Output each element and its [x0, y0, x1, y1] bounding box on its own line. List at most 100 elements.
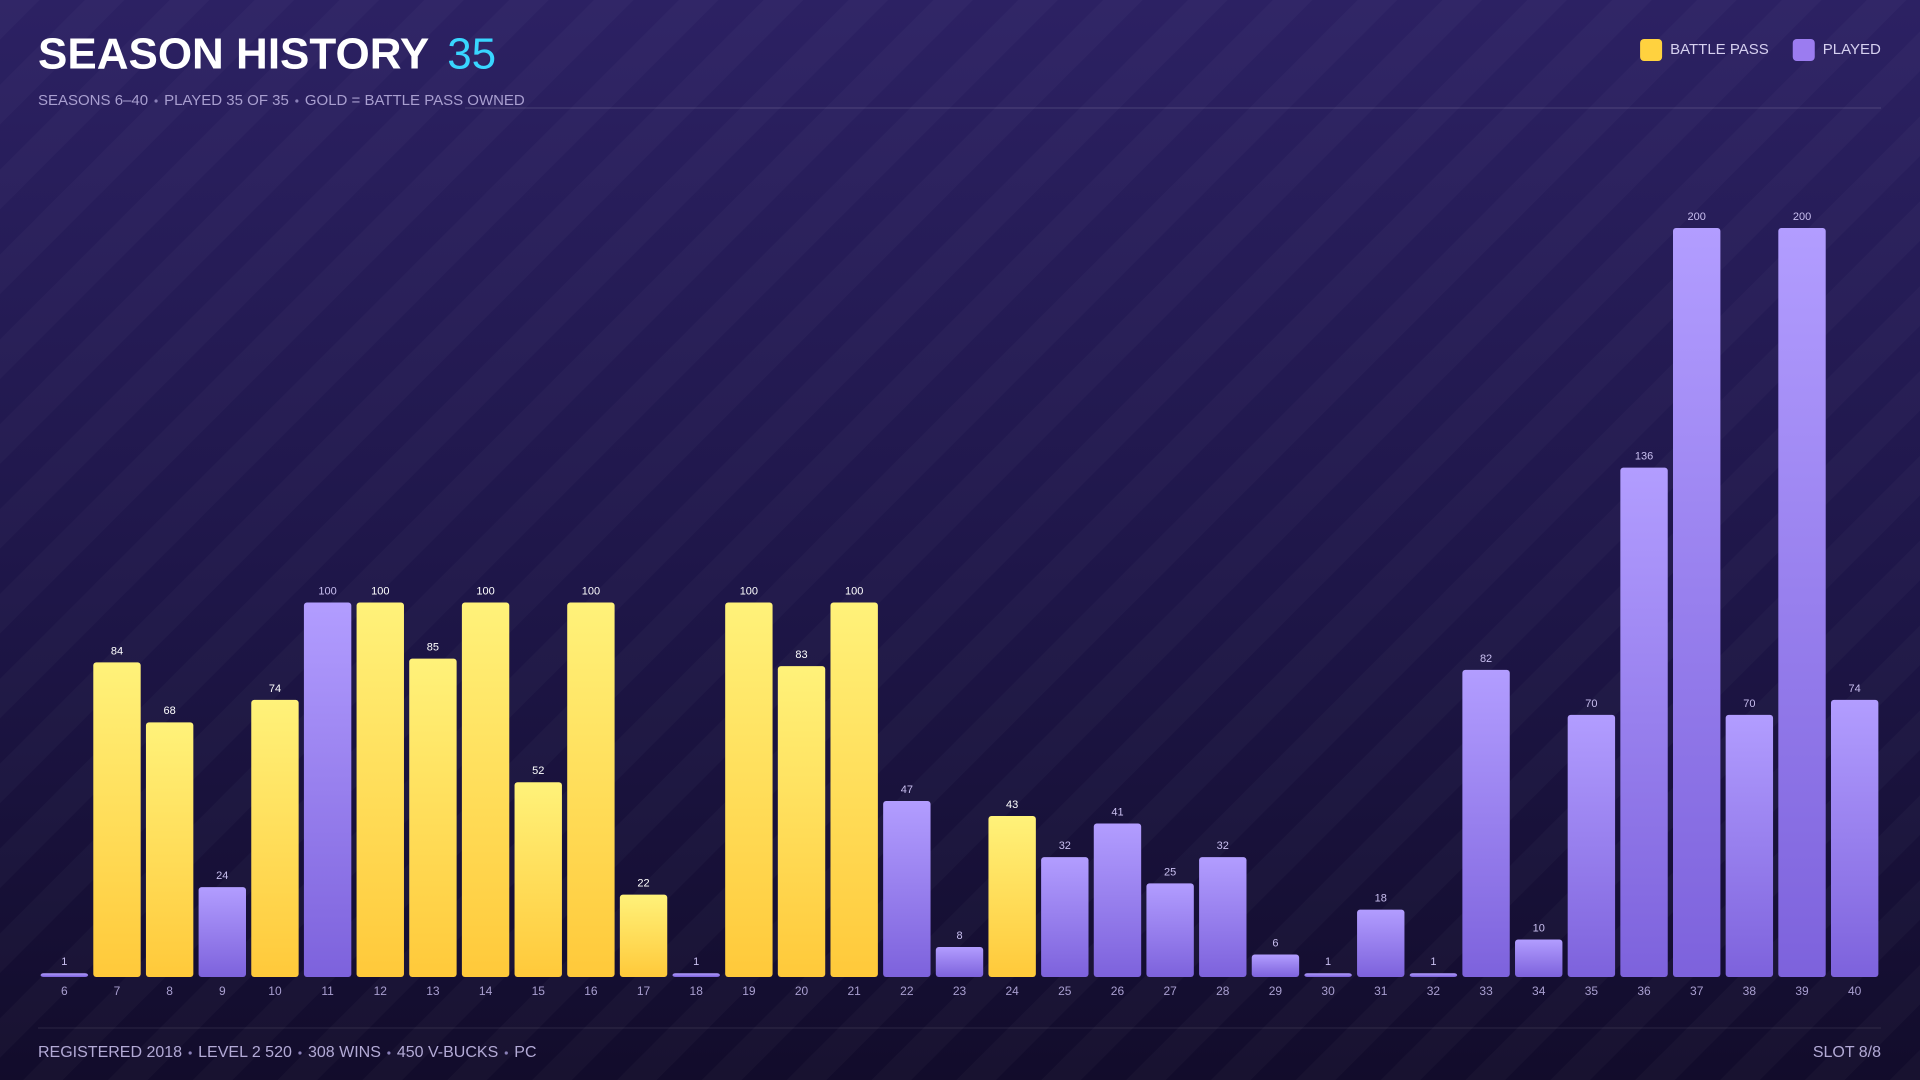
separator	[387, 1051, 391, 1055]
legend-swatch	[1640, 39, 1663, 61]
value-label: 24	[216, 870, 228, 882]
value-label: 32	[1059, 840, 1071, 852]
x-tick-label: 8	[166, 984, 173, 998]
footer-stat: PC	[514, 1044, 536, 1061]
separator	[504, 1051, 508, 1055]
legend-label: BATTLE PASS	[1670, 41, 1769, 58]
bar	[619, 894, 668, 977]
x-tick-label: 25	[1058, 984, 1072, 998]
x-tick-label: 15	[532, 984, 546, 998]
x-tick-label: 30	[1321, 984, 1335, 998]
value-label: 1	[1325, 956, 1331, 968]
bar	[461, 602, 510, 977]
x-tick-label: 36	[1637, 984, 1651, 998]
value-label: 52	[532, 765, 544, 777]
bar	[1251, 954, 1300, 977]
value-label: 8	[956, 930, 962, 942]
x-tick-label: 12	[374, 984, 388, 998]
footer-stat: REGISTERED 2018	[38, 1044, 182, 1061]
bar	[725, 602, 773, 977]
value-label: 84	[111, 645, 123, 657]
legend-swatch	[1792, 39, 1815, 61]
x-tick-label: 10	[268, 984, 282, 998]
bar	[1304, 973, 1352, 977]
x-tick-label: 21	[848, 984, 862, 998]
value-label: 32	[1217, 840, 1229, 852]
separator	[188, 1051, 192, 1055]
x-tick-label: 13	[426, 984, 440, 998]
value-label: 100	[476, 585, 494, 597]
bar	[1620, 467, 1668, 977]
value-label: 1	[61, 956, 67, 968]
x-tick-label: 23	[953, 984, 967, 998]
bar	[1673, 228, 1721, 977]
value-label: 136	[1635, 451, 1653, 463]
bar	[777, 666, 826, 977]
bar	[1778, 228, 1826, 977]
bar	[1199, 857, 1247, 977]
value-label: 74	[1849, 683, 1861, 695]
x-tick-label: 20	[795, 984, 809, 998]
value-label: 22	[637, 878, 649, 890]
value-label: 43	[1006, 799, 1018, 811]
x-tick-label: 37	[1690, 984, 1704, 998]
value-label: 85	[427, 642, 439, 654]
bar	[672, 973, 720, 977]
bar	[93, 662, 141, 977]
separator	[154, 99, 158, 103]
x-tick-label: 18	[690, 984, 704, 998]
bar	[198, 887, 246, 977]
bar	[567, 602, 615, 977]
value-label: 70	[1743, 698, 1755, 710]
bar	[1409, 973, 1458, 977]
value-label: 100	[740, 585, 758, 597]
value-label: 6	[1272, 937, 1278, 949]
value-label: 200	[1688, 211, 1706, 223]
x-tick-label: 11	[321, 984, 334, 998]
value-label: 200	[1793, 211, 1811, 223]
x-tick-label: 7	[114, 984, 121, 998]
x-tick-label: 14	[479, 984, 493, 998]
x-tick-label: 6	[61, 984, 68, 998]
value-label: 18	[1375, 892, 1387, 904]
value-label: 10	[1533, 922, 1545, 934]
value-label: 100	[318, 585, 336, 597]
value-label: 47	[901, 784, 913, 796]
value-label: 1	[693, 956, 699, 968]
bar	[883, 800, 931, 977]
chart-title: SEASON HISTORY	[38, 30, 429, 79]
value-label: 68	[164, 705, 176, 717]
x-tick-label: 27	[1163, 984, 1177, 998]
x-tick-label: 33	[1479, 984, 1493, 998]
footer-stat: 450 V-BUCKS	[397, 1044, 498, 1061]
x-tick-label: 26	[1111, 984, 1125, 998]
separator	[298, 1051, 302, 1055]
bar	[251, 699, 299, 977]
bar	[1830, 699, 1879, 977]
x-tick-label: 38	[1743, 984, 1757, 998]
bar	[1357, 909, 1405, 977]
value-label: 41	[1111, 806, 1123, 818]
value-label: 74	[269, 683, 281, 695]
value-label: 25	[1164, 866, 1176, 878]
subtitle: PLAYED 35 OF 35	[164, 92, 289, 109]
subtitle: GOLD = BATTLE PASS OWNED	[305, 92, 525, 109]
x-tick-label: 22	[900, 984, 914, 998]
x-tick-label: 19	[742, 984, 756, 998]
bar	[935, 947, 984, 977]
bar	[988, 815, 1036, 977]
title-count: 35	[447, 30, 496, 79]
slot: SLOT 8/8	[1813, 1044, 1881, 1061]
value-label: 83	[795, 649, 807, 661]
bar	[40, 973, 89, 977]
x-tick-label: 31	[1374, 984, 1388, 998]
footer-stat: LEVEL 2 520	[198, 1044, 292, 1061]
bar	[1093, 823, 1142, 977]
bar	[830, 602, 878, 977]
bar	[356, 602, 404, 977]
value-label: 82	[1480, 653, 1492, 665]
bar	[1462, 669, 1510, 977]
bar	[1567, 714, 1616, 977]
x-tick-label: 9	[219, 984, 226, 998]
